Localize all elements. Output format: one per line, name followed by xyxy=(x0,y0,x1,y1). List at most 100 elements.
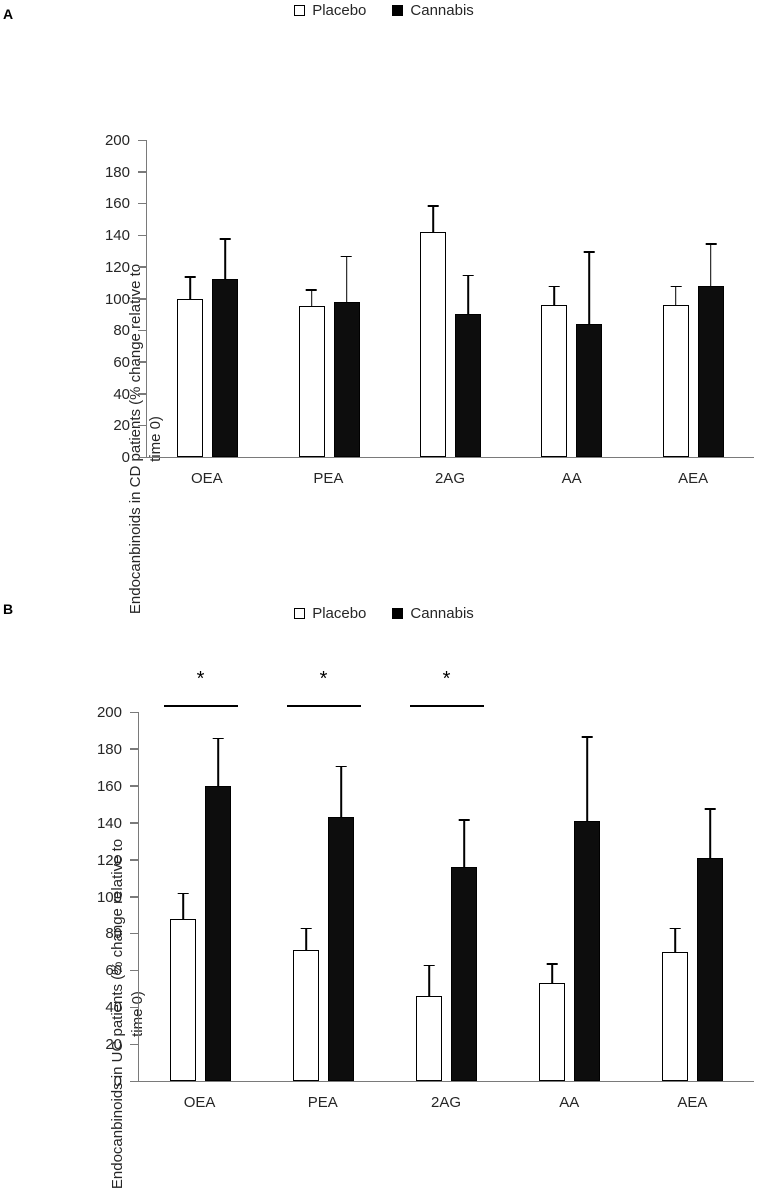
error-bar-cap xyxy=(705,243,717,245)
legend-item-placebo: Placebo xyxy=(294,605,366,622)
bar-placebo-aa xyxy=(539,983,565,1081)
error-bar xyxy=(705,243,717,286)
significance-asterisk: * xyxy=(442,668,451,690)
error-bar-cap xyxy=(184,276,196,278)
y-tick-label: 60 xyxy=(113,353,130,371)
placebo-swatch-icon xyxy=(294,608,306,619)
x-category-label: AA xyxy=(559,1094,580,1111)
x-axis-labels: OEA PEA 2AG AA AEA xyxy=(146,458,754,487)
y-tick-label: 40 xyxy=(113,385,130,403)
chart-row: 0 20 40 60 80 100 120 140 160 180 200 xyxy=(96,133,754,465)
error-bar xyxy=(546,962,558,984)
y-tick-mark xyxy=(130,748,138,750)
error-bar-cap xyxy=(669,927,681,930)
bar-wrap xyxy=(177,140,204,457)
bar-wrap xyxy=(662,712,688,1081)
error-bar-cap xyxy=(581,736,593,738)
bar-placebo-pea xyxy=(298,306,325,457)
error-bar-cap xyxy=(462,274,474,277)
bar-wrap xyxy=(416,712,442,1081)
panel-cd-chart: A Placebo Cannabis Endocanbinoids in CD p… xyxy=(0,0,768,614)
bar-wrap xyxy=(212,140,239,457)
y-tick-label: 60 xyxy=(105,962,122,980)
y-tick-mark xyxy=(130,859,138,861)
bar-cannabis-oea xyxy=(212,279,239,457)
y-tick-label: 40 xyxy=(105,999,122,1017)
bar-wrap xyxy=(328,712,354,1081)
error-bar xyxy=(669,927,681,952)
error-bar xyxy=(184,276,196,299)
y-tick-mark xyxy=(138,298,146,300)
error-bar xyxy=(548,285,560,305)
bar-group-pea xyxy=(268,140,389,457)
bar-cannabis-pea xyxy=(333,301,360,457)
bar-wrap xyxy=(539,712,565,1081)
error-bar xyxy=(581,736,593,821)
error-bar xyxy=(458,819,470,867)
y-tick-label: 100 xyxy=(96,888,122,906)
error-bar-cap xyxy=(212,737,224,740)
bar-wrap xyxy=(541,140,568,457)
bar-wrap xyxy=(420,140,447,457)
y-tick-mark xyxy=(138,329,146,332)
bar-placebo-aea xyxy=(662,951,688,1081)
bar-cannabis-aea xyxy=(697,857,723,1081)
y-tick-mark xyxy=(138,139,146,141)
legend-item-cannabis: Cannabis xyxy=(392,605,474,622)
bar-cannabis-oea xyxy=(205,785,231,1081)
y-tick-mark xyxy=(130,711,138,713)
bar-placebo-2ag xyxy=(420,231,447,457)
y-tick-label: 20 xyxy=(113,417,130,435)
x-axis-labels: OEA PEA 2AG AA AEA xyxy=(138,1082,754,1111)
bar-wrap xyxy=(333,140,360,457)
significance-line xyxy=(163,705,238,707)
error-bar-cap xyxy=(177,892,189,895)
x-category-label: 2AG xyxy=(431,1094,462,1111)
x-category-label: PEA xyxy=(307,1094,338,1111)
legend-label: Cannabis xyxy=(410,2,474,19)
bar-group-2ag: * xyxy=(385,668,508,1081)
error-bar xyxy=(427,205,439,232)
bar-wrap xyxy=(574,712,600,1081)
bar-cannabis-pea xyxy=(328,817,354,1081)
error-bar-cap xyxy=(423,964,435,967)
significance-line xyxy=(286,705,361,707)
x-category-label: OEA xyxy=(183,1094,216,1111)
bar-placebo-aea xyxy=(662,304,689,457)
y-tick-label: 140 xyxy=(104,227,130,245)
bar-group-aea xyxy=(631,712,754,1081)
cannabis-swatch-icon xyxy=(392,5,404,16)
error-bar-cap xyxy=(335,765,347,768)
error-bar xyxy=(177,892,189,919)
significance-line xyxy=(409,705,484,707)
error-bar-cap xyxy=(219,238,231,240)
bar-group-oea xyxy=(147,140,268,457)
x-category-label: PEA xyxy=(313,470,344,487)
panel-label-b: B xyxy=(3,601,14,617)
error-bar-cap xyxy=(670,285,682,288)
y-tick-mark xyxy=(130,932,138,935)
bar-cannabis-2ag xyxy=(451,866,477,1081)
y-tick-mark xyxy=(138,361,146,363)
bar-placebo-aa xyxy=(541,304,568,457)
y-tick-mark xyxy=(138,266,146,268)
bar-group-aa xyxy=(511,140,632,457)
x-category-label: AA xyxy=(561,470,582,487)
error-bar-cap xyxy=(341,255,353,258)
error-bar-cap xyxy=(546,962,558,965)
y-tick-label: 0 xyxy=(113,1073,122,1090)
error-bar-cap xyxy=(548,285,560,288)
y-tick-label: 120 xyxy=(104,258,130,276)
bar-chart-cd: Endocanbinoids in CD patients (% change … xyxy=(96,133,754,614)
bar-wrap xyxy=(451,712,477,1081)
y-tick-mark xyxy=(130,822,138,824)
y-tick-label: 180 xyxy=(96,740,122,758)
panel-uc-chart: B Placebo Cannabis Endocanbinoids in UC p… xyxy=(0,595,768,1189)
error-bar xyxy=(670,285,682,305)
y-tick-label: 120 xyxy=(96,851,122,869)
y-tick-label: 160 xyxy=(104,195,130,213)
bar-wrap xyxy=(170,712,196,1081)
bar-group-aa xyxy=(508,712,631,1081)
chart-row: 0 20 40 60 80 100 120 140 160 180 200 * * * xyxy=(88,668,754,1089)
bar-wrap xyxy=(455,140,482,457)
